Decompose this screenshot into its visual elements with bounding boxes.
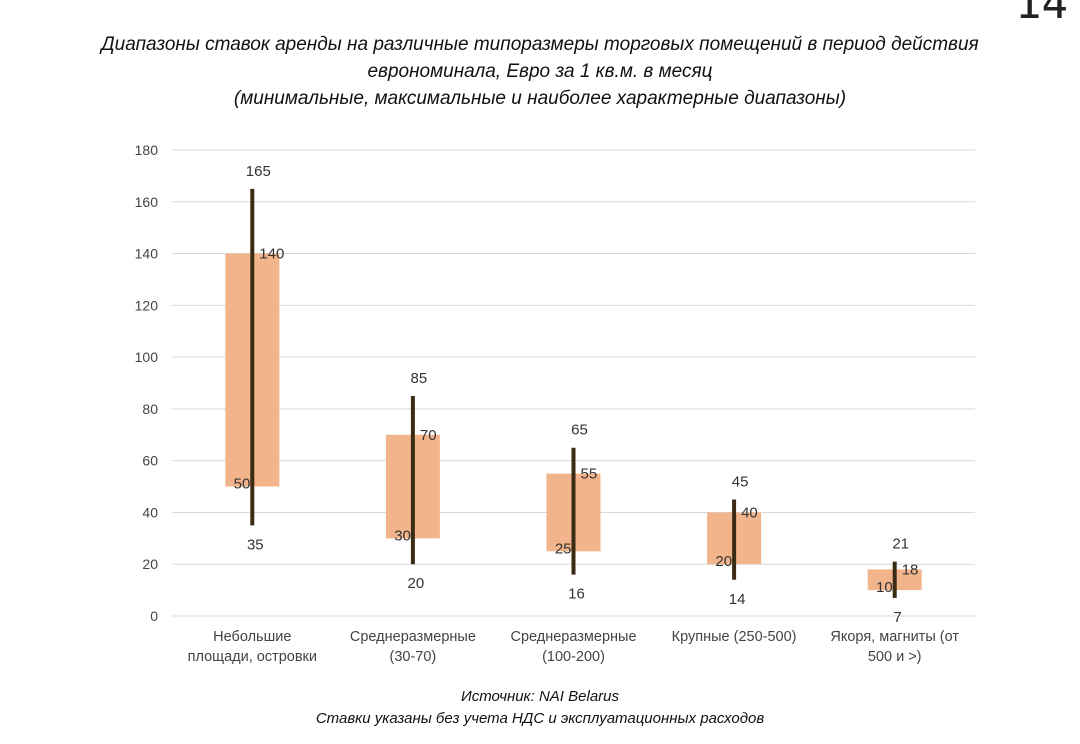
typical-high-label-4: 18 — [902, 561, 919, 578]
max-label-4: 21 — [892, 536, 909, 553]
x-tick-label-line: 500 и >) — [868, 649, 922, 665]
y-tick-label-160: 160 — [135, 194, 159, 210]
title-line-3: (минимальные, максимальные и наиболее ха… — [233, 88, 847, 109]
min-label-4: 7 — [894, 609, 902, 626]
x-tick-label-1: Среднеразмерные (30-70) — [350, 629, 476, 665]
min-label-0: 35 — [247, 536, 264, 553]
chart-title: Диапазоны ставок аренды на различные тип… — [0, 31, 1080, 112]
typical-high-label-3: 40 — [741, 504, 758, 521]
source-note: Источник: NAI Belarus — [460, 688, 620, 705]
title-line-1: Диапазоны ставок аренды на различные тип… — [101, 34, 979, 55]
y-tick-label-60: 60 — [142, 453, 158, 469]
max-label-0: 165 — [246, 163, 271, 180]
y-tick-label-20: 20 — [142, 556, 158, 572]
y-tick-label-40: 40 — [142, 504, 158, 520]
chart-footer: Источник: NAI Belarus Ставки указаны без… — [0, 686, 1080, 730]
y-tick-label-80: 80 — [142, 401, 158, 417]
x-tick-label-line: площади, островки — [188, 649, 317, 665]
x-tick-label-0: Небольшие площади, островки — [188, 629, 317, 665]
y-tick-label-120: 120 — [135, 297, 159, 313]
max-label-2: 65 — [571, 422, 588, 439]
typical-low-label-1: 30 — [394, 527, 411, 544]
x-tick-label-line: (30-70) — [390, 649, 437, 665]
min-label-1: 20 — [408, 575, 425, 592]
vat-note: Ставки указаны без учета НДС и эксплуата… — [315, 710, 765, 727]
typical-low-label-0: 50 — [234, 476, 251, 493]
typical-high-label-1: 70 — [420, 427, 437, 444]
x-tick-label-4: Якоря, магниты (от 500 и >) — [830, 629, 959, 665]
typical-high-label-0: 140 — [259, 246, 284, 263]
x-tick-label-2: Среднеразмерные (100-200) — [510, 629, 636, 665]
x-tick-label-line: Среднеразмерные — [350, 629, 476, 645]
typical-low-label-3: 20 — [715, 553, 732, 570]
title-line-2: еврономинала, Евро за 1 кв.м. в месяц — [367, 61, 713, 82]
y-tick-label-0: 0 — [150, 608, 158, 624]
min-label-3: 14 — [729, 591, 746, 608]
max-label-3: 45 — [732, 474, 749, 491]
typical-low-label-2: 25 — [555, 540, 572, 557]
page-number: 14 — [1015, 0, 1068, 29]
y-tick-label-180: 180 — [135, 142, 159, 158]
x-tick-label-line: Среднеразмерные — [510, 629, 636, 645]
x-tick-label-line: (100-200) — [542, 649, 605, 665]
y-tick-label-100: 100 — [135, 349, 159, 365]
y-tick-label-140: 140 — [135, 246, 159, 262]
typical-low-label-4: 10 — [876, 579, 893, 596]
x-tick-label-line: Небольшие — [213, 629, 291, 645]
x-tick-label-3: Крупные (250-500) — [672, 629, 797, 645]
min-label-2: 16 — [568, 586, 585, 603]
x-tick-label-line: Крупные (250-500) — [672, 629, 797, 645]
x-tick-label-line: Якоря, магниты (от — [830, 629, 959, 645]
typical-high-label-2: 55 — [581, 466, 598, 483]
max-label-1: 85 — [411, 370, 428, 387]
